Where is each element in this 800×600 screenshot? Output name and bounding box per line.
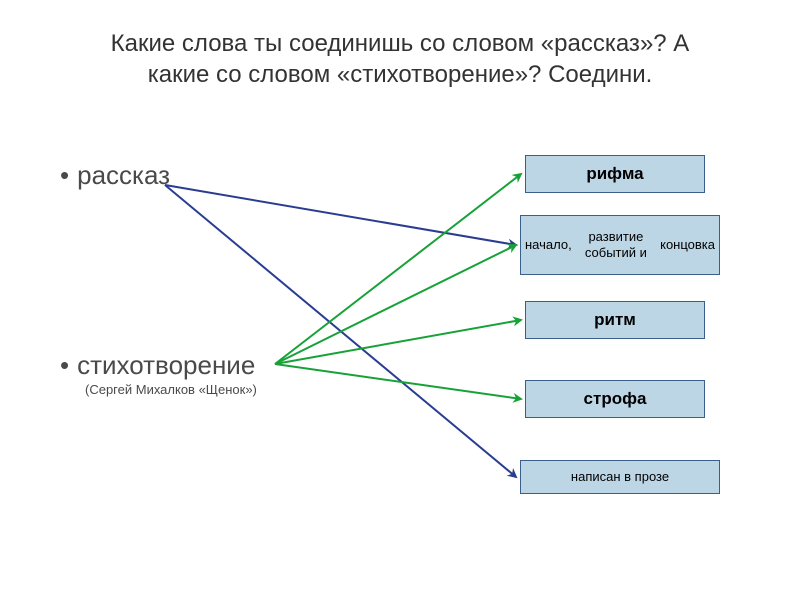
edge-line — [165, 185, 516, 477]
edge-line — [275, 320, 521, 364]
left-term-0: • рассказ — [60, 160, 170, 191]
edge-line — [275, 245, 516, 364]
poem-citation: (Сергей Михалков «Щенок») — [85, 382, 257, 397]
box-begin: начало,развитие событий иконцовка — [520, 215, 720, 275]
edge-line — [275, 364, 521, 399]
left-term-label: стихотворение — [77, 350, 255, 380]
box-proza: написан в прозе — [520, 460, 720, 494]
bullet-icon: • — [60, 350, 69, 380]
box-strofa: строфа — [525, 380, 705, 418]
left-term-label: рассказ — [77, 160, 170, 190]
edge-line — [275, 174, 521, 364]
bullet-icon: • — [60, 160, 69, 190]
box-ritm: ритм — [525, 301, 705, 339]
edge-line — [165, 185, 516, 245]
left-term-1: • стихотворение — [60, 350, 255, 381]
page-title: Какие слова ты соединишь со словом «расс… — [90, 28, 710, 90]
box-rifma: рифма — [525, 155, 705, 193]
